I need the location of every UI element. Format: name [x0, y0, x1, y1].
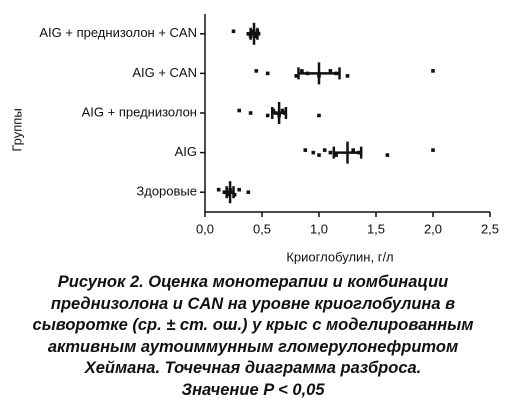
data-point	[311, 150, 316, 155]
data-point	[328, 150, 333, 155]
x-tick-label: 0,0	[196, 221, 214, 236]
data-point	[328, 69, 333, 73]
caption-line: Хеймана. Точечная диаграмма разброса.	[84, 359, 422, 377]
caption-line: сыворотке (ср. ± ст. ош.) у крыс с модел…	[32, 316, 474, 334]
y-tick-label: AIG	[175, 144, 197, 159]
y-tick-label: AIG + CAN	[132, 65, 197, 80]
data-point	[431, 69, 435, 73]
data-point	[294, 74, 298, 78]
x-tick-label: 1,5	[367, 221, 385, 236]
data-point	[334, 153, 338, 157]
data-point	[317, 153, 321, 157]
data-point	[222, 190, 227, 194]
data-point	[322, 148, 327, 152]
data-point	[216, 187, 221, 192]
data-point	[248, 111, 253, 115]
data-point	[237, 108, 241, 113]
data-point	[303, 148, 308, 152]
y-axis-label: Группы	[9, 108, 24, 151]
x-tick-label: 2,5	[481, 221, 499, 236]
data-point	[237, 187, 241, 192]
data-point	[246, 32, 251, 36]
data-point	[351, 148, 355, 152]
x-axis-label: Криоглобулин, г/л	[286, 249, 393, 264]
caption: Рисунок 2. Оценка монотерапии и комбинац…	[0, 272, 506, 401]
x-tick-label: 0,5	[253, 221, 271, 236]
caption-line: активным аутоиммунным гломерулонефритом	[47, 337, 459, 356]
data-point	[300, 69, 304, 73]
x-tick-label: 2,0	[424, 221, 442, 236]
data-point	[431, 148, 435, 152]
caption-line: Значение P < 0,05	[181, 380, 325, 399]
data-point	[254, 69, 259, 73]
y-tick-label: AIG + преднизолон	[82, 104, 197, 119]
x-tick-label: 1,0	[310, 221, 328, 236]
data-point	[231, 29, 236, 34]
chart: Группы Криоглобулин, г/л 0,0 0,5 1,0 1,5 2,0…	[9, 14, 499, 264]
data-point	[280, 108, 285, 113]
caption-line: преднизолона и CAN на уровне криоглобули…	[50, 294, 456, 313]
y-tick-label: AIG + преднизолон + CAN	[39, 25, 197, 40]
data-point	[345, 74, 350, 78]
data-point	[317, 113, 321, 118]
data-point	[385, 153, 390, 157]
data-point	[265, 113, 270, 118]
y-tick-label: Здоровые	[136, 184, 197, 199]
caption-line: Рисунок 2. Оценка монотерапии и комбинац…	[57, 273, 449, 291]
data-point	[246, 190, 251, 194]
data-point	[265, 71, 270, 76]
